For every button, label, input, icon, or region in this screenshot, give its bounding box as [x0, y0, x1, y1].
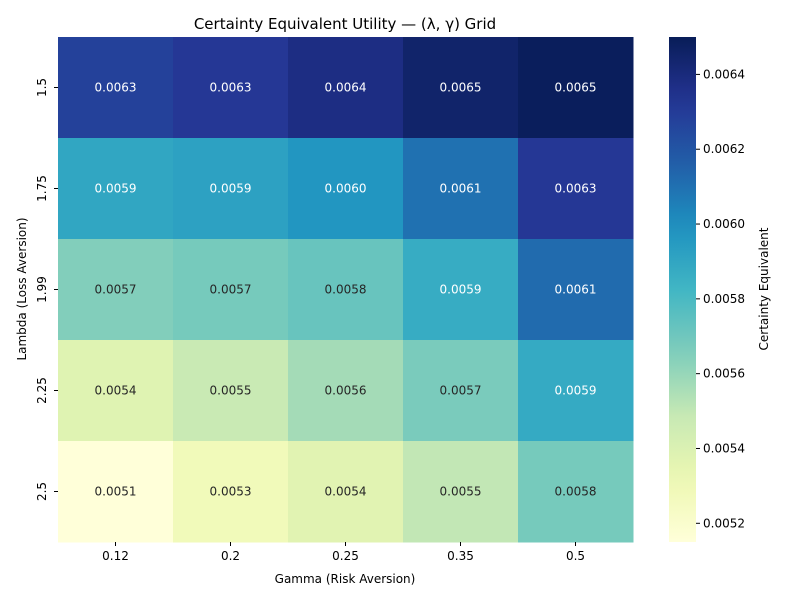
cell-value-label: 0.0061: [555, 283, 597, 297]
cell-value-label: 0.0057: [95, 283, 137, 297]
cell-value-label: 0.0053: [210, 485, 252, 499]
cell-value-label: 0.0054: [95, 384, 137, 398]
cell-value-label: 0.0059: [95, 182, 137, 196]
heatmap-cell: [288, 37, 404, 139]
cell-value-label: 0.0063: [555, 182, 597, 196]
colorbar: 0.0052 0.0054 0.0056 0.0058 0.0060 0.0062 0.00…: [669, 37, 745, 542]
cell-value-label: 0.0061: [440, 182, 482, 196]
heatmap-cell: [173, 37, 289, 139]
heatmap-cell: [403, 340, 519, 442]
cell-value-label: 0.0051: [95, 485, 137, 499]
cell-value-label: 0.0055: [210, 384, 252, 398]
cell-value-label: 0.0055: [440, 485, 482, 499]
heatmap-cell: [173, 138, 289, 240]
y-tick-label: 2.25: [35, 377, 49, 404]
x-tick-label: 0.5: [566, 549, 585, 563]
cell-value-label: 0.0060: [325, 182, 367, 196]
cell-value-label: 0.0059: [210, 182, 252, 196]
cell-value-label: 0.0064: [325, 81, 367, 95]
cell-value-label: 0.0054: [325, 485, 367, 499]
heatmap-cell: [518, 340, 634, 442]
cell-value-label: 0.0059: [555, 384, 597, 398]
y-axis-label: Lambda (Loss Aversion): [15, 217, 29, 360]
y-tick-label: 1.75: [35, 175, 49, 202]
y-axis-ticks: 1.5 1.75 1.99 2.25 2.5: [35, 78, 58, 501]
heatmap-cell: [173, 441, 289, 543]
colorbar-tick-label: 0.0064: [703, 67, 745, 81]
heatmap-cell: [288, 138, 404, 240]
y-tick-label: 2.5: [35, 482, 49, 501]
colorbar-tick-label: 0.0052: [703, 516, 745, 530]
heatmap-cell: [173, 340, 289, 442]
colorbar-tick-label: 0.0054: [703, 441, 745, 455]
y-tick-label: 1.99: [35, 276, 49, 303]
heatmap-cell: [288, 340, 404, 442]
heatmap-cell: [518, 239, 634, 341]
cell-value-label: 0.0059: [440, 283, 482, 297]
heatmap-cell: [403, 441, 519, 543]
heatmap-cell: [288, 239, 404, 341]
heatmap-cell: [518, 37, 634, 139]
cell-value-label: 0.0058: [555, 485, 597, 499]
cell-value-label: 0.0056: [325, 384, 367, 398]
colorbar-tick-label: 0.0062: [703, 142, 745, 156]
colorbar-tick-label: 0.0060: [703, 217, 745, 231]
colorbar-gradient: [669, 37, 696, 542]
heatmap-cells: 0.0063 0.0063 0.0064 0.0065 0.0065 0.0059 0.00…: [58, 37, 634, 543]
cell-value-label: 0.0065: [555, 81, 597, 95]
heatmap-cell: [58, 37, 174, 139]
cell-value-label: 0.0065: [440, 81, 482, 95]
x-tick-label: 0.12: [102, 549, 129, 563]
x-tick-label: 0.25: [332, 549, 359, 563]
x-tick-label: 0.2: [221, 549, 240, 563]
x-axis-label: Gamma (Risk Aversion): [275, 572, 416, 586]
heatmap-cell: [58, 239, 174, 341]
colorbar-tick-label: 0.0056: [703, 367, 745, 381]
cell-value-label: 0.0063: [210, 81, 252, 95]
cell-value-label: 0.0057: [210, 283, 252, 297]
heatmap-cell: [403, 138, 519, 240]
heatmap-cell: [58, 340, 174, 442]
heatmap-cell: [58, 138, 174, 240]
cell-value-label: 0.0058: [325, 283, 367, 297]
x-axis-ticks: 0.12 0.2 0.25 0.35 0.5: [102, 542, 585, 563]
colorbar-tick-label: 0.0058: [703, 292, 745, 306]
y-tick-label: 1.5: [35, 78, 49, 97]
x-tick-label: 0.35: [447, 549, 474, 563]
heatmap-cell: [518, 441, 634, 543]
heatmap-cell: [173, 239, 289, 341]
heatmap-cell: [288, 441, 404, 543]
cell-value-label: 0.0063: [95, 81, 137, 95]
heatmap-cell: [403, 37, 519, 139]
heatmap-cell: [518, 138, 634, 240]
heatmap-cell: [58, 441, 174, 543]
chart-title: Certainty Equivalent Utility — (λ, γ) Gr…: [194, 15, 496, 33]
colorbar-label: Certainty Equivalent: [757, 227, 771, 350]
heatmap-cell: [403, 239, 519, 341]
cell-value-label: 0.0057: [440, 384, 482, 398]
